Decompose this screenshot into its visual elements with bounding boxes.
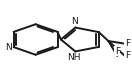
Text: N: N xyxy=(5,43,12,52)
Bar xyxy=(106,40,111,43)
Text: F: F xyxy=(125,51,130,60)
Text: NH: NH xyxy=(67,53,80,62)
Text: N: N xyxy=(71,17,77,26)
Text: F: F xyxy=(115,47,120,56)
Text: F: F xyxy=(125,39,130,48)
